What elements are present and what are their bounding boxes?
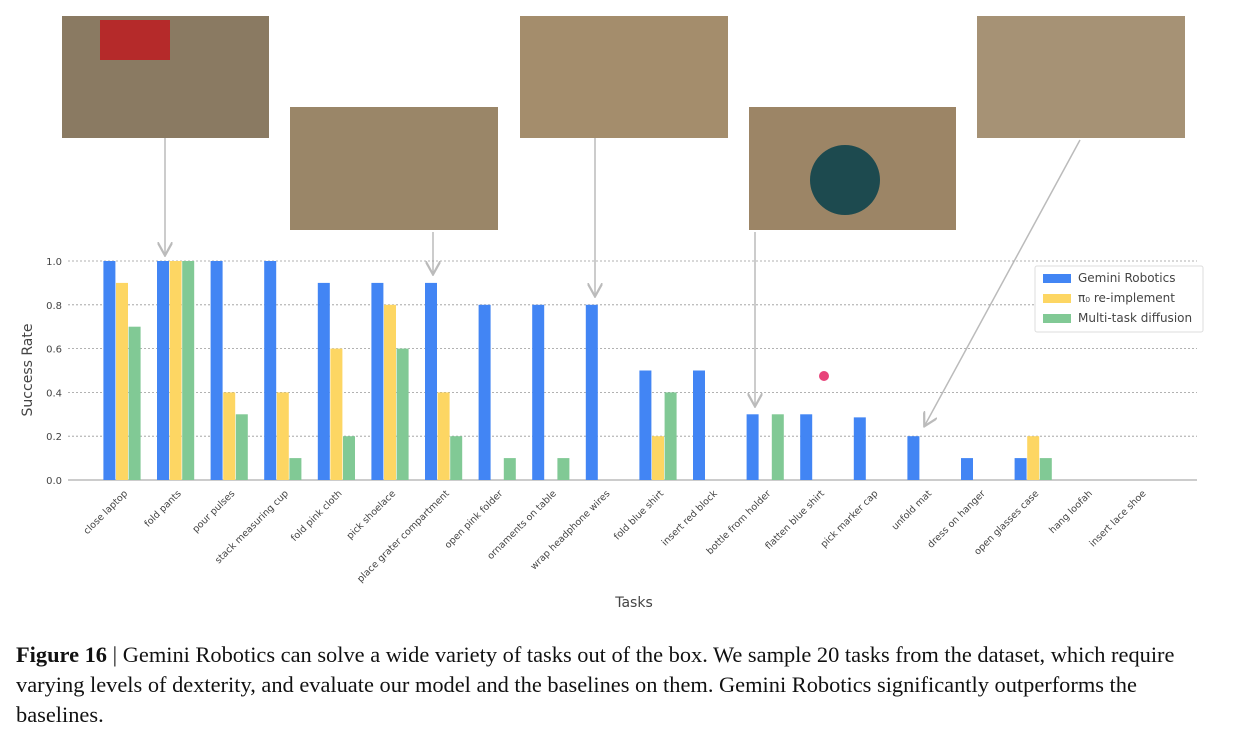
legend-label: Gemini Robotics [1078,271,1175,285]
photo-detail [810,145,880,215]
x-tick-label: fold blue shirt [612,488,666,542]
bar [800,414,813,480]
legend-box [1034,265,1204,333]
bar [478,304,491,480]
photo [977,16,1185,138]
y-tick-label: 1.0 [46,257,62,268]
bar [182,261,195,480]
legend-swatch [1043,274,1071,283]
photo [290,107,498,230]
x-tick-label: open pink folder [443,488,506,551]
y-tick-label: 0.8 [46,301,62,312]
x-axis-label: Tasks [614,595,653,611]
photos [62,16,1185,230]
bar [128,326,141,480]
bar [210,261,223,480]
photo-detail [100,20,170,60]
bar [330,348,343,480]
x-tick-label: pour pulses [190,488,237,535]
arrows [165,138,1081,425]
legend-swatch [1043,314,1071,323]
x-tick-label: fold pants [142,488,183,529]
legend-label: Multi-task diffusion [1078,311,1192,325]
bar [116,282,128,480]
chart: Tasks Success Rate 0.0 0.2 0.4 0.6 0.8 1.0 clo… [20,16,1204,611]
bar [853,417,866,480]
bar [961,458,973,480]
x-tick-label: place grater compartment [355,488,452,585]
bar [343,436,355,480]
caption-text: | Gemini Robotics can solve a wide varie… [16,642,1175,727]
x-tick-label: hang loofah [1047,488,1095,536]
dot [819,371,829,381]
bar [585,304,598,480]
bar [169,261,182,480]
bar [289,458,302,480]
bar [276,392,289,480]
photo [520,16,728,138]
bar [1039,458,1052,480]
legend-label: π₀ re-implement [1078,291,1175,305]
bar [652,436,664,480]
bar [771,414,784,480]
y-axis-label: Success Rate [20,324,36,417]
x-tick-label: close laptop [82,488,130,536]
bar [907,436,920,480]
caption: Figure 16 | Gemini Robotics can solve a … [16,640,1221,730]
bar [223,392,236,480]
bar [639,370,652,480]
bar [1014,458,1027,480]
y-tick-label: 0.4 [46,388,62,399]
y-tick-label: 0.2 [46,432,62,443]
y-tick-label: 0.0 [46,476,62,487]
y-tick-label: 0.6 [46,345,62,356]
bar [396,348,409,480]
bar [437,392,450,480]
bar [532,304,545,480]
bar [317,282,330,480]
x-tick-label: insert red block [660,488,720,548]
caption-label: Figure 16 [16,642,108,667]
bar [157,261,169,480]
bar [664,392,677,480]
bar [450,436,463,480]
bar [264,261,277,480]
x-tick-label: pick shoelace [345,488,399,542]
bar [384,304,396,480]
x-tick-label: fold pink cloth [289,488,344,543]
bar [503,458,516,480]
bar [746,414,759,480]
bar [693,370,705,480]
bar [235,414,248,480]
legend-swatch [1043,294,1071,303]
x-tick-label: unfold mat [890,488,935,533]
x-tick-label: insert lace shoe [1088,488,1149,549]
bar [425,282,437,480]
bar [1027,436,1040,480]
x-tick-label: dress on hanger [925,488,987,550]
bar [103,261,116,480]
bar [371,282,384,480]
x-tick-label: pick marker cap [819,488,881,550]
bar [557,458,570,480]
arrow [925,139,1081,425]
